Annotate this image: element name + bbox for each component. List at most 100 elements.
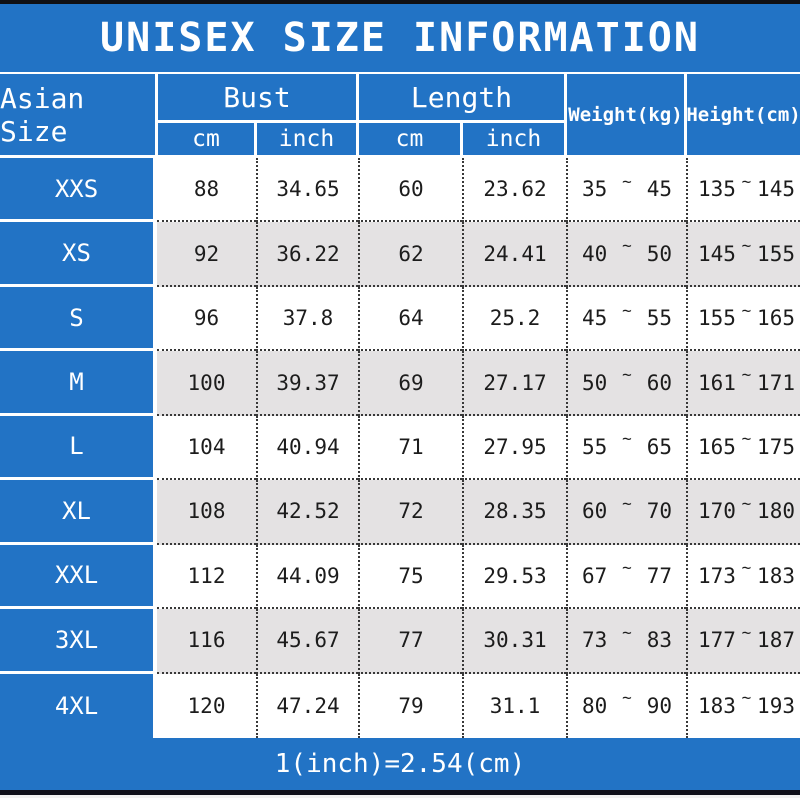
table-row-xxl: XXL 112 44.09 75 29.53 67 ~ 77 173 ~ 183 xyxy=(0,544,800,610)
height-min: 145 xyxy=(698,241,736,266)
length-cm-value: 69 xyxy=(358,351,462,416)
height-range: 145 ~ 155 xyxy=(686,222,800,287)
table-header: Asian Size Bust Length Weight(kg) Height… xyxy=(0,74,800,158)
tilde-symbol: ~ xyxy=(741,493,752,513)
bust-inch-value: 40.94 xyxy=(256,415,358,481)
tilde-symbol: ~ xyxy=(741,236,752,256)
bottom-black-bar xyxy=(0,790,800,795)
length-cm-value: 77 xyxy=(358,609,462,674)
tilde-symbol: ~ xyxy=(741,429,752,449)
height-max: 175 xyxy=(757,434,795,459)
bust-cm-value: 92 xyxy=(157,222,256,287)
length-cm-value: 60 xyxy=(358,158,462,223)
header-length: Length xyxy=(359,74,564,120)
weight-range: 35 ~ 45 xyxy=(566,158,686,223)
length-cm-value: 62 xyxy=(358,222,462,287)
height-min: 161 xyxy=(698,370,736,395)
weight-min: 60 xyxy=(582,499,608,524)
top-black-bar xyxy=(0,0,800,4)
header-length-cm: cm xyxy=(359,123,460,155)
height-range: 135 ~ 145 xyxy=(686,158,800,223)
height-max: 155 xyxy=(757,241,795,266)
height-range: 161 ~ 171 xyxy=(686,351,800,416)
length-inch-value: 30.31 xyxy=(462,609,566,674)
height-min: 165 xyxy=(698,434,736,459)
tilde-symbol: ~ xyxy=(741,622,752,642)
weight-max: 83 xyxy=(646,628,672,653)
size-label: XL xyxy=(0,480,157,545)
weight-max: 65 xyxy=(646,434,672,459)
bust-inch-value: 37.8 xyxy=(256,286,358,352)
tilde-symbol: ~ xyxy=(622,622,632,642)
header-height: Height(cm) xyxy=(686,74,800,155)
bust-cm-value: 88 xyxy=(157,158,256,223)
tilde-symbol: ~ xyxy=(622,365,632,385)
size-label: XS xyxy=(0,222,157,287)
bust-cm-value: 100 xyxy=(157,351,256,416)
table-row-m: M 100 39.37 69 27.17 50 ~ 60 161 ~ 171 xyxy=(0,351,800,416)
length-inch-value: 27.95 xyxy=(462,415,566,481)
length-cm-value: 71 xyxy=(358,415,462,481)
height-max: 145 xyxy=(757,177,795,202)
height-range: 155 ~ 165 xyxy=(686,286,800,352)
length-inch-value: 24.41 xyxy=(462,222,566,287)
header-bust: Bust xyxy=(158,74,356,120)
table-row-xl: XL 108 42.52 72 28.35 60 ~ 70 170 ~ 180 xyxy=(0,480,800,545)
weight-range: 73 ~ 83 xyxy=(566,609,686,674)
weight-range: 55 ~ 65 xyxy=(566,415,686,481)
length-inch-value: 23.62 xyxy=(462,158,566,223)
bust-inch-value: 39.37 xyxy=(256,351,358,416)
height-min: 173 xyxy=(698,563,736,588)
size-label: XXL xyxy=(0,544,157,610)
bust-cm-value: 104 xyxy=(157,415,256,481)
size-label: L xyxy=(0,415,157,481)
height-max: 187 xyxy=(757,628,795,653)
height-max: 165 xyxy=(757,306,795,331)
table-row-xs: XS 92 36.22 62 24.41 40 ~ 50 145 ~ 155 xyxy=(0,222,800,287)
height-min: 170 xyxy=(698,499,736,524)
bust-inch-value: 36.22 xyxy=(256,222,358,287)
bust-inch-value: 47.24 xyxy=(256,673,358,738)
weight-max: 60 xyxy=(646,370,672,395)
weight-max: 70 xyxy=(646,499,672,524)
tilde-symbol: ~ xyxy=(622,236,632,256)
height-min: 177 xyxy=(698,628,736,653)
bust-inch-value: 44.09 xyxy=(256,544,358,610)
table-body: XXS 88 34.65 60 23.62 35 ~ 45 135 ~ 145 … xyxy=(0,158,800,738)
weight-range: 50 ~ 60 xyxy=(566,351,686,416)
weight-max: 77 xyxy=(646,563,672,588)
tilde-symbol: ~ xyxy=(622,558,632,578)
height-range: 165 ~ 175 xyxy=(686,415,800,481)
tilde-symbol: ~ xyxy=(622,300,632,320)
bust-inch-value: 45.67 xyxy=(256,609,358,674)
size-label: 3XL xyxy=(0,609,157,674)
length-inch-value: 31.1 xyxy=(462,673,566,738)
weight-min: 55 xyxy=(582,434,608,459)
length-inch-value: 28.35 xyxy=(462,480,566,545)
length-inch-value: 29.53 xyxy=(462,544,566,610)
weight-min: 67 xyxy=(582,563,608,588)
table-row-3xl: 3XL 116 45.67 77 30.31 73 ~ 83 177 ~ 187 xyxy=(0,609,800,674)
tilde-symbol: ~ xyxy=(622,171,632,191)
header-bust-inch: inch xyxy=(257,123,356,155)
length-cm-value: 72 xyxy=(358,480,462,545)
tilde-symbol: ~ xyxy=(622,429,632,449)
height-max: 180 xyxy=(757,499,795,524)
weight-min: 80 xyxy=(582,693,608,718)
size-label: M xyxy=(0,351,157,416)
header-bust-cm: cm xyxy=(158,123,254,155)
tilde-symbol: ~ xyxy=(741,171,752,191)
length-cm-value: 79 xyxy=(358,673,462,738)
header-length-inch: inch xyxy=(463,123,564,155)
height-max: 171 xyxy=(757,370,795,395)
bust-cm-value: 116 xyxy=(157,609,256,674)
length-inch-value: 25.2 xyxy=(462,286,566,352)
height-range: 183 ~ 193 xyxy=(686,673,800,738)
length-cm-value: 64 xyxy=(358,286,462,352)
size-label: XXS xyxy=(0,158,157,223)
height-range: 170 ~ 180 xyxy=(686,480,800,545)
bust-inch-value: 42.52 xyxy=(256,480,358,545)
height-max: 193 xyxy=(757,693,795,718)
length-inch-value: 27.17 xyxy=(462,351,566,416)
table-row-s: S 96 37.8 64 25.2 45 ~ 55 155 ~ 165 xyxy=(0,286,800,352)
